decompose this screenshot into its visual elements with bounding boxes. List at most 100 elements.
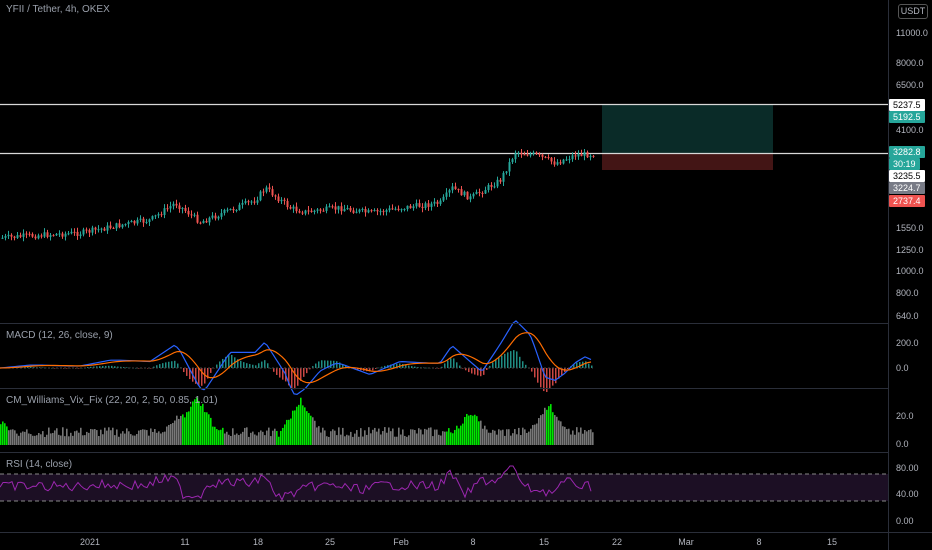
vix-bar xyxy=(34,435,36,445)
macd-histogram-bar xyxy=(171,361,173,368)
macd-histogram-bar xyxy=(369,368,371,372)
vix-tick-label: 0.0 xyxy=(896,439,909,449)
candle-body xyxy=(7,234,10,237)
vix-bar xyxy=(414,430,416,445)
candle-body xyxy=(337,206,340,210)
vix-bar xyxy=(100,429,102,445)
vix-bar xyxy=(424,428,426,445)
candle-body xyxy=(211,215,214,218)
vix-bar xyxy=(410,429,412,445)
vix-bar xyxy=(482,428,484,445)
currency-button[interactable]: USDT xyxy=(898,4,928,19)
candle-body xyxy=(22,233,25,237)
vix-bar xyxy=(98,436,100,445)
macd-histogram-bar xyxy=(288,368,290,386)
candle-body xyxy=(544,156,547,158)
candle-body xyxy=(397,208,400,211)
candle-body xyxy=(292,206,295,209)
vix-bar xyxy=(440,435,442,445)
candle-body xyxy=(475,191,478,194)
candle-body xyxy=(154,215,157,217)
resistance-price-tag: 5237.5 xyxy=(889,99,925,111)
macd-histogram-bar xyxy=(279,368,281,378)
vix-bar xyxy=(550,404,552,445)
macd-histogram-bar xyxy=(108,365,110,368)
candle-body xyxy=(373,210,376,212)
vix-bar xyxy=(274,428,276,445)
macd-histogram-bar xyxy=(405,364,407,368)
vix-bar xyxy=(4,423,6,445)
vix-bar xyxy=(262,431,264,445)
macd-histogram-bar xyxy=(27,366,29,368)
macd-tick-label: 200.0 xyxy=(896,338,919,348)
macd-histogram-bar xyxy=(516,351,518,368)
candle-body xyxy=(370,210,373,212)
vix-bar xyxy=(130,434,132,445)
vix-bar xyxy=(62,427,64,445)
vix-bar xyxy=(416,433,418,445)
candle-body xyxy=(139,218,142,220)
candle-body xyxy=(124,224,127,226)
candle-body xyxy=(226,209,229,211)
long-position-profit-zone[interactable] xyxy=(602,105,773,153)
vix-bar xyxy=(534,424,536,445)
vix-bar xyxy=(376,431,378,445)
price-tick-label: 1550.0 xyxy=(896,223,924,233)
vix-bar xyxy=(324,430,326,445)
vix-bar xyxy=(350,431,352,445)
vix-bar xyxy=(556,416,558,445)
macd-histogram-bar xyxy=(381,366,383,368)
vix-bar xyxy=(542,414,544,445)
vix-bar xyxy=(504,435,506,445)
macd-histogram-bar xyxy=(450,358,452,368)
candle-body xyxy=(250,201,253,203)
candle-body xyxy=(130,220,133,223)
macd-legend[interactable]: MACD (12, 26, close, 9) xyxy=(6,330,113,341)
macd-histogram-bar xyxy=(156,365,158,368)
candle-body xyxy=(388,208,391,211)
rsi-tick-label: 0.00 xyxy=(896,516,914,526)
macd-histogram-bar xyxy=(240,360,242,368)
macd-histogram-bar xyxy=(567,368,569,370)
vix-bar xyxy=(238,435,240,445)
macd-histogram-bar xyxy=(201,368,203,386)
vix-legend[interactable]: CM_Williams_Vix_Fix (22, 20, 2, 50, 0.85… xyxy=(6,395,218,406)
vix-bar xyxy=(338,427,340,445)
candle-body xyxy=(112,227,115,229)
macd-histogram-bar xyxy=(291,368,293,389)
candle-body xyxy=(283,199,286,201)
vix-bar xyxy=(72,435,74,445)
macd-histogram-bar xyxy=(486,368,488,370)
rsi-legend[interactable]: RSI (14, close) xyxy=(6,459,73,470)
vix-bar xyxy=(464,417,466,445)
vix-bar xyxy=(204,412,206,445)
macd-histogram-bar xyxy=(312,366,314,368)
time-axis: 2021 11 18 25 Feb 8 15 22 Mar 8 15 xyxy=(80,537,837,547)
symbol-title[interactable]: YFII / Tether, 4h, OKEX xyxy=(6,4,110,15)
candle-body xyxy=(490,184,493,187)
vix-bar xyxy=(174,420,176,445)
candle-body xyxy=(376,210,379,212)
candle-body xyxy=(235,210,238,212)
stop-price-tag: 2737.4 xyxy=(889,195,925,207)
vix-bar xyxy=(500,430,502,445)
macd-histogram-bar xyxy=(336,361,338,368)
vix-bar xyxy=(380,434,382,445)
candle-body xyxy=(97,229,100,231)
vix-bar xyxy=(378,428,380,445)
vix-bar xyxy=(506,429,508,445)
macd-histogram-bar xyxy=(150,368,152,369)
vix-bar xyxy=(552,412,554,445)
macd-histogram-bar xyxy=(54,368,56,369)
macd-histogram-bar xyxy=(255,365,257,368)
vix-bar xyxy=(78,432,80,445)
vix-bar xyxy=(160,433,162,445)
vix-bar xyxy=(286,419,288,445)
long-position-stop-zone[interactable] xyxy=(602,153,773,170)
candle-body xyxy=(562,159,565,164)
last-price-tag: 3282.8 xyxy=(889,146,925,158)
vix-bar xyxy=(394,436,396,445)
candle-body xyxy=(355,211,358,213)
vix-bar xyxy=(536,423,538,445)
